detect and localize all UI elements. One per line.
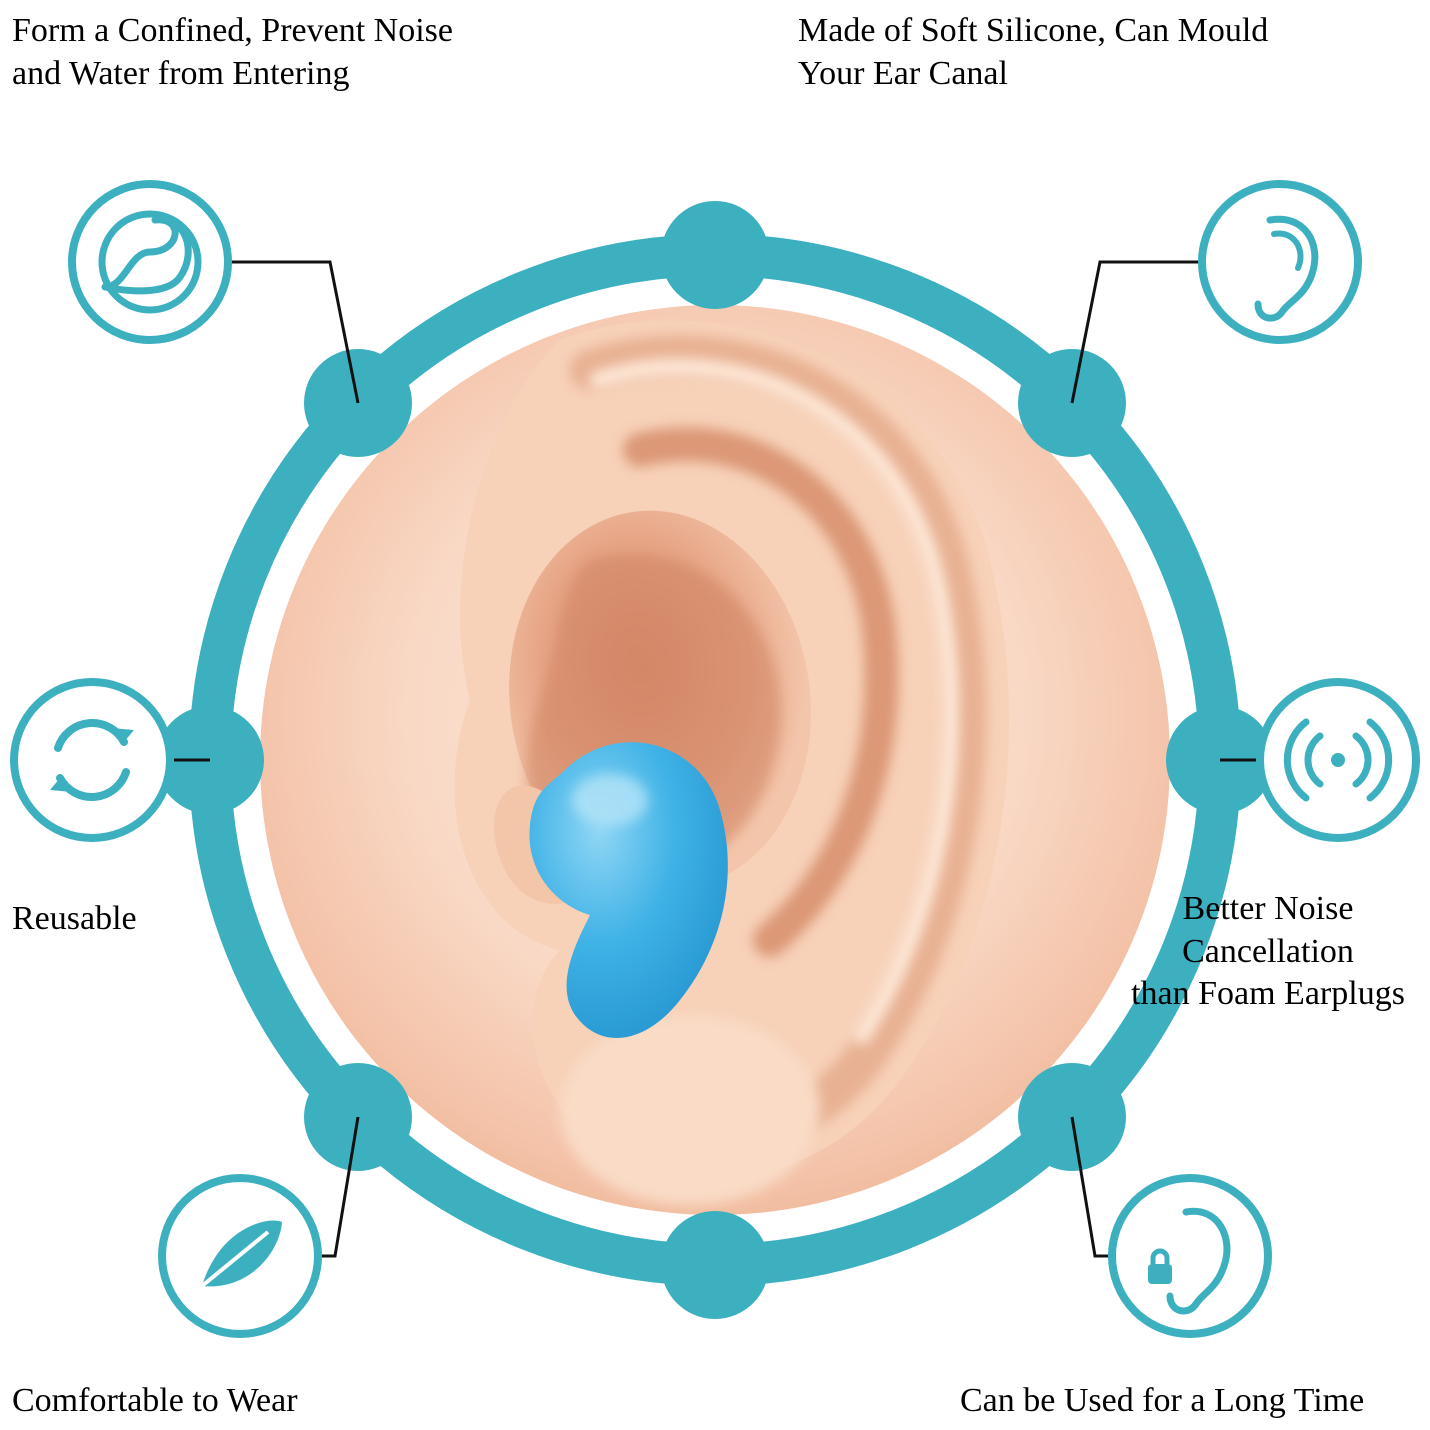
ear-icon: [1202, 184, 1358, 340]
t: and Water from Entering: [12, 55, 349, 92]
t: Comfortable to Wear: [12, 1382, 298, 1419]
t: Reusable: [12, 900, 137, 937]
label-mid-left: Reusable: [12, 898, 262, 941]
t: Your Ear Canal: [798, 55, 1008, 92]
t: Form a Confined, Prevent Noise: [12, 12, 453, 49]
cycle-icon: [14, 682, 170, 838]
label-mid-right: Better Noise Cancellation than Foam Earp…: [1108, 888, 1428, 1016]
earlock-icon: [1112, 1178, 1268, 1334]
leaf-icon: [162, 1178, 318, 1334]
t: Made of Soft Silicone, Can Mould: [798, 12, 1268, 49]
sound-icon: [1260, 682, 1416, 838]
infographic-canvas: [0, 0, 1430, 1430]
t: Cancellation: [1182, 933, 1354, 970]
t: Can be Used for a Long Time: [960, 1382, 1364, 1419]
label-top-right: Made of Soft Silicone, Can Mould Your Ea…: [798, 10, 1418, 95]
wave-icon: [72, 184, 228, 340]
t: than Foam Earplugs: [1131, 975, 1405, 1012]
label-bot-left: Comfortable to Wear: [12, 1380, 512, 1423]
label-bot-right: Can be Used for a Long Time: [960, 1380, 1430, 1423]
label-top-left: Form a Confined, Prevent Noise and Water…: [12, 10, 652, 95]
t: Better Noise: [1183, 890, 1354, 927]
